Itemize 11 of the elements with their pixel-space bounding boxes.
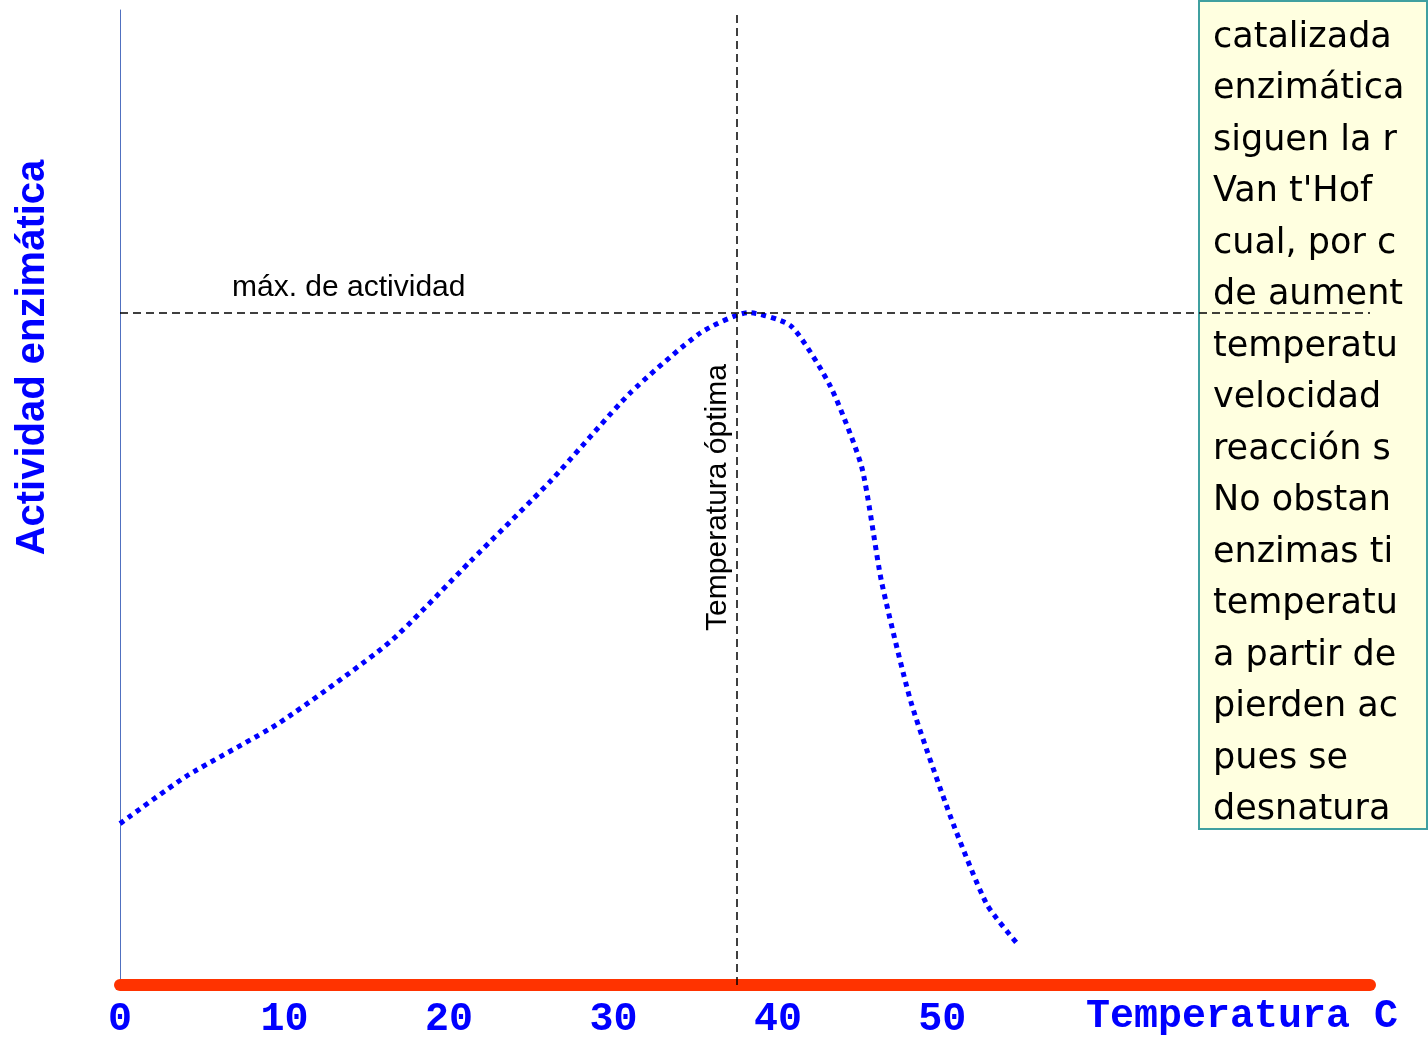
- x-axis-title: Temperatura C: [1086, 993, 1399, 1039]
- x-tick-label: 20: [424, 996, 473, 1042]
- ref-line-label: Temperatura óptima: [699, 363, 733, 631]
- x-tick-label: 40: [753, 996, 802, 1042]
- x-tick-label: 50: [918, 996, 967, 1042]
- y-axis-title: Actividad enzimática: [8, 158, 52, 556]
- x-tick-label: 0: [107, 996, 133, 1042]
- x-tick-label: 10: [260, 996, 309, 1042]
- x-tick-label: 30: [589, 996, 638, 1042]
- text: catalizada enzimática siguen la r Van t'Hof cual, por c de aument temperatu velocidad reacción s No obstan enzimas ti temperatu a partir de pierden ac pues se desnatura: [1213, 14, 1405, 828]
- ref-line-label: máx. de actividad: [232, 269, 466, 303]
